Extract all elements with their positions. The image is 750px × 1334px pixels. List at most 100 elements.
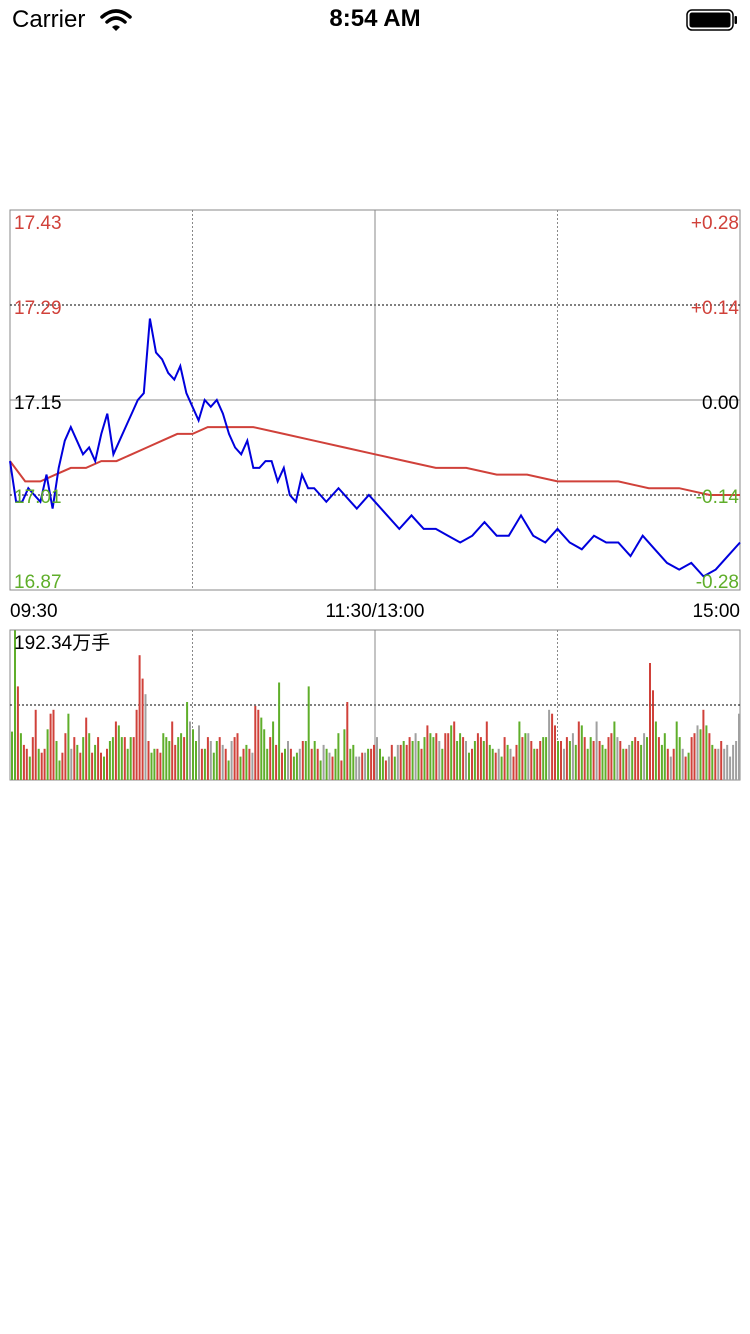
volume-bar	[150, 752, 153, 780]
y-right-label: -0.28	[696, 572, 739, 593]
volume-bar	[426, 725, 429, 780]
volume-bar	[515, 744, 518, 780]
volume-bar	[554, 725, 556, 780]
volume-bar	[738, 713, 740, 780]
volume-bar	[310, 748, 313, 780]
volume-bar	[340, 760, 343, 780]
volume-bar	[598, 741, 601, 780]
volume-bar	[46, 729, 49, 780]
volume-bar	[583, 737, 586, 780]
volume-bar	[485, 721, 488, 780]
volume-bar	[571, 733, 574, 780]
volume-bar	[34, 709, 37, 780]
volume-bar	[257, 709, 260, 780]
volume-bar	[97, 737, 100, 780]
volume-bar	[654, 721, 657, 780]
volume-bar	[592, 741, 595, 780]
volume-bar	[601, 744, 604, 780]
volume-bar	[595, 721, 598, 780]
volume-bar	[456, 741, 459, 780]
volume-bar	[301, 741, 304, 780]
volume-bar	[384, 760, 387, 780]
volume-bar	[129, 737, 132, 780]
volume-bar	[289, 748, 292, 780]
volume-bar	[337, 733, 340, 780]
volume-bar	[548, 709, 551, 780]
volume-bar	[631, 741, 634, 780]
volume-bar	[325, 748, 328, 780]
volume-bar	[254, 705, 257, 780]
volume-bar	[729, 756, 732, 780]
volume-bar	[574, 744, 577, 780]
volume-bar	[580, 725, 583, 780]
volume-bar	[284, 748, 286, 780]
volume-bar	[334, 748, 337, 780]
volume-bar	[91, 752, 94, 780]
volume-bar	[82, 737, 85, 780]
y-right-label: +0.14	[691, 298, 740, 319]
volume-bar	[224, 748, 227, 780]
y-right-label: -0.14	[696, 487, 740, 508]
volume-bar	[717, 748, 720, 780]
volume-bar	[420, 748, 423, 780]
volume-bar	[22, 744, 25, 780]
volume-bar	[684, 756, 687, 780]
volume-bar	[702, 709, 705, 780]
y-right-label: +0.28	[691, 213, 739, 234]
volume-bar	[319, 760, 322, 780]
volume-bar	[708, 733, 711, 780]
volume-bar	[346, 702, 349, 780]
volume-bar	[545, 737, 548, 780]
volume-bar	[88, 733, 91, 780]
volume-bar	[189, 721, 191, 780]
volume-bar	[672, 748, 675, 780]
volume-bar	[159, 752, 162, 780]
volume-bar	[135, 709, 138, 780]
volume-bar	[524, 733, 527, 780]
volume-bar	[675, 721, 678, 780]
x-tick-label: 09:30	[10, 601, 58, 622]
volume-bar	[203, 748, 206, 780]
volume-bar	[227, 760, 230, 780]
volume-bar	[307, 686, 310, 780]
volume-bar	[471, 748, 473, 780]
volume-bar	[343, 729, 346, 780]
volume-bar	[153, 748, 156, 780]
volume-bar	[450, 725, 453, 780]
y-left-label: 17.43	[14, 213, 62, 234]
volume-bar	[322, 744, 325, 780]
volume-bar	[144, 694, 147, 780]
volume-bar	[441, 748, 444, 780]
volume-bar	[557, 741, 559, 780]
volume-bar	[405, 744, 408, 780]
volume-bar	[162, 733, 165, 780]
volume-bar	[459, 733, 462, 780]
volume-bar	[613, 721, 616, 780]
volume-bar	[565, 737, 568, 780]
volume-bar	[444, 733, 447, 780]
volume-bar	[509, 748, 512, 780]
volume-bar	[242, 748, 245, 780]
volume-bar	[399, 744, 402, 780]
volume-bar	[423, 737, 426, 780]
volume-bar	[180, 733, 183, 780]
volume-bar	[245, 744, 248, 780]
volume-bar	[637, 741, 640, 780]
volume-bar	[438, 741, 441, 780]
volume-bar	[25, 748, 28, 780]
volume-bar	[687, 752, 690, 780]
volume-bar	[560, 741, 562, 780]
volume-bar	[177, 737, 180, 780]
volume-bar	[106, 748, 108, 780]
volume-bar	[114, 721, 117, 780]
volume-bar	[387, 756, 390, 780]
volume-bar	[221, 744, 224, 780]
volume-bar	[482, 741, 485, 780]
volume-bar	[168, 741, 171, 780]
y-right-label: 0.00	[702, 393, 739, 414]
battery-icon	[686, 9, 737, 31]
volume-bar	[660, 744, 663, 780]
volume-bar	[147, 741, 150, 780]
volume-bar	[367, 748, 370, 780]
volume-bar	[269, 737, 272, 780]
